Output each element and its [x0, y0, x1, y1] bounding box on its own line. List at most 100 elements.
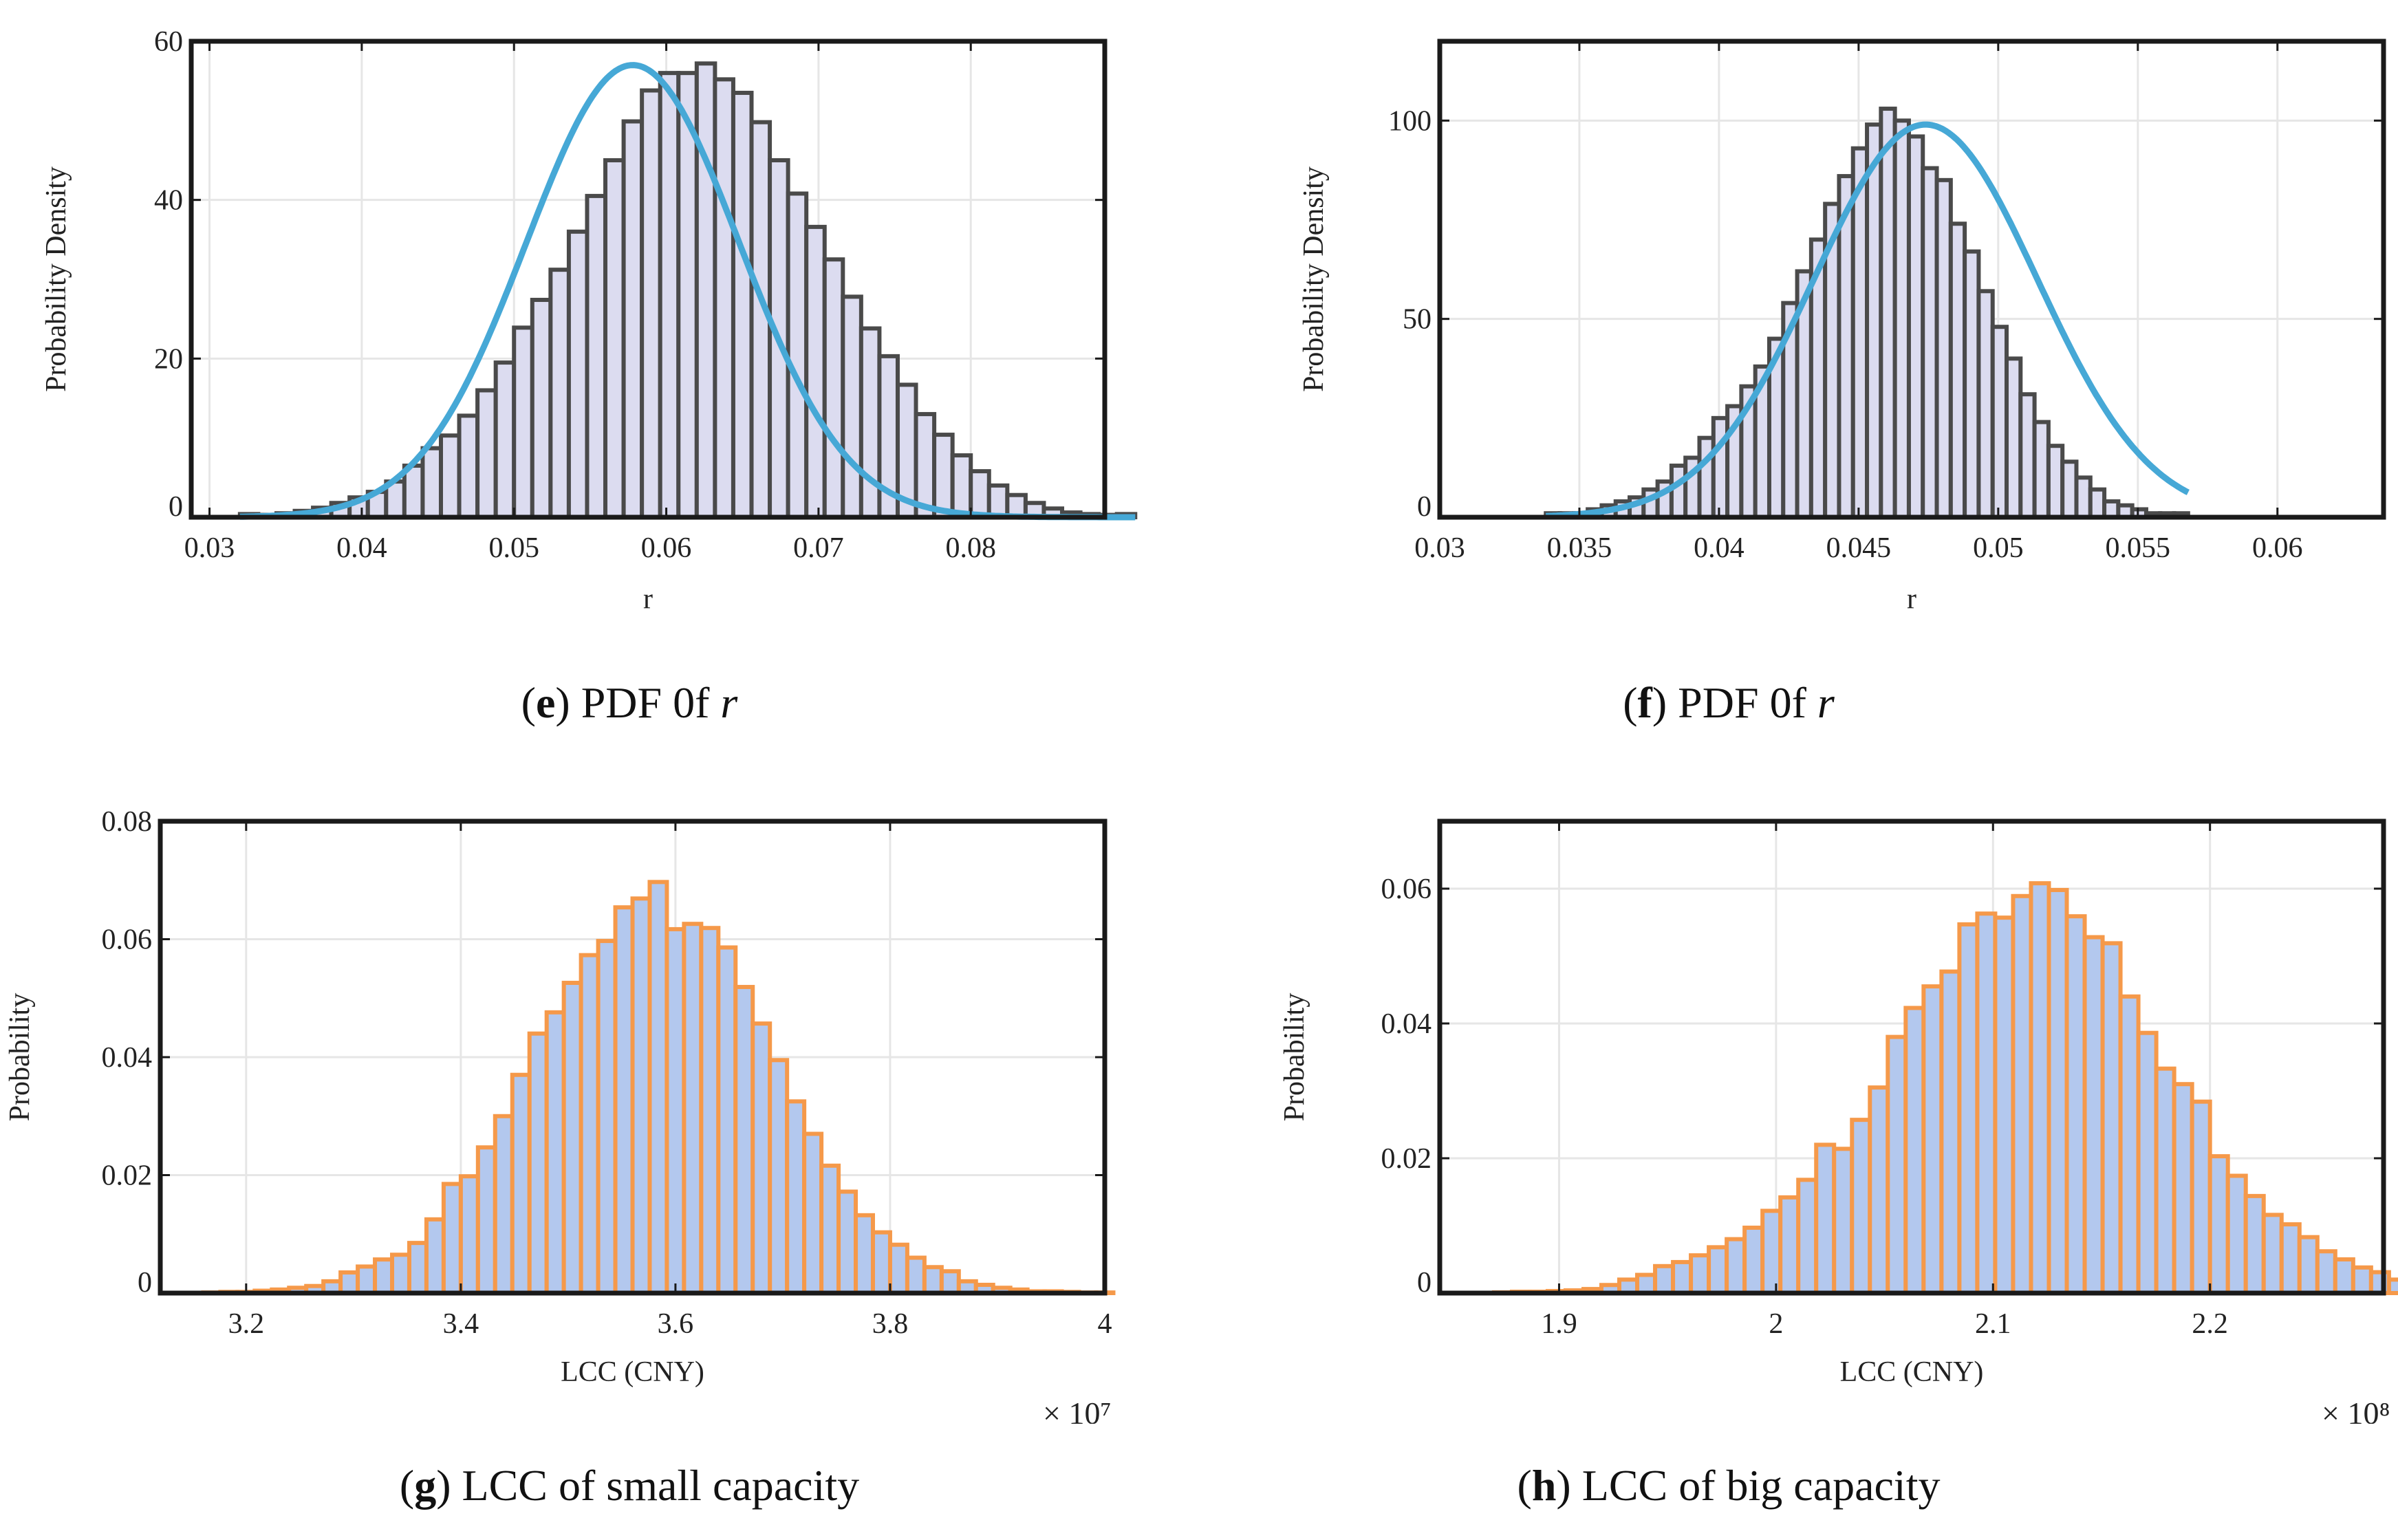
histogram-bar — [2279, 1222, 2302, 1295]
x-axis-multiplier: × 10⁸ — [2322, 1396, 2390, 1424]
histogram-bar — [585, 193, 608, 519]
x-tick-label: 0.05 — [1973, 532, 2024, 564]
x-axis-label: r — [1907, 583, 1916, 615]
caption-e: (e) PDF 0f r — [521, 678, 738, 727]
histogram-bar — [2018, 392, 2037, 519]
histogram-bar — [2351, 1265, 2373, 1296]
histogram-bar — [682, 922, 704, 1295]
caption-f: (f) PDF 0f r — [1623, 678, 1835, 727]
histogram-bar — [1653, 1264, 1676, 1295]
panel-e: 0.03 0.04 0.05 0.06 0.07 0.08 0 20 40 60 r Probabil… — [0, 0, 1199, 743]
tick-marks — [191, 40, 1105, 519]
tick-marks — [1438, 41, 2384, 519]
histogram-bar — [630, 896, 652, 1295]
histogram-bar — [561, 980, 583, 1295]
histogram-bar — [621, 119, 645, 519]
axes-box — [188, 39, 1108, 520]
histogram-bar — [544, 1010, 566, 1295]
y-tick-label: 20 — [154, 343, 183, 375]
histogram-bar — [2315, 1249, 2337, 1295]
histogram-bar — [932, 433, 955, 520]
histogram-bar — [596, 939, 618, 1295]
x-tick-label: 3.8 — [872, 1308, 909, 1340]
y-tick-label: 0.02 — [1381, 1143, 1432, 1175]
y-tick-label: 0 — [1417, 1267, 1432, 1299]
x-tick-label: 4 — [1098, 1308, 1112, 1340]
y-axis-label: Probability — [1279, 993, 1310, 1122]
histogram-bar — [922, 1265, 944, 1296]
histogram-bar — [2005, 356, 2023, 519]
histogram-bar — [475, 388, 498, 520]
fit-curve — [1544, 121, 2190, 519]
histogram-bar — [819, 1163, 841, 1296]
histogram-bar — [2136, 1030, 2159, 1295]
histogram-bar — [475, 1145, 497, 1296]
histogram-bar — [603, 158, 626, 519]
histogram-bar — [1778, 1195, 1801, 1296]
histogram-bar — [1742, 1225, 1765, 1295]
histogram-bar — [713, 77, 735, 520]
histogram-bar — [2154, 1066, 2176, 1295]
histogram-bar — [1671, 1259, 1694, 1295]
histogram-bar — [512, 325, 534, 519]
x-tick-label: 0.04 — [1694, 532, 1745, 564]
histogram-bar — [750, 1021, 773, 1295]
histogram-bar — [510, 1072, 532, 1295]
x-tick-label: 1.9 — [1541, 1308, 1577, 1340]
histogram-bar — [2261, 1213, 2284, 1296]
histogram-bar — [338, 1270, 360, 1295]
histogram-bar — [2243, 1193, 2266, 1295]
x-tick-label: 0.055 — [2106, 532, 2171, 564]
histogram-bar — [493, 360, 517, 519]
histogram-bar — [1948, 221, 1967, 519]
panel-h: 1.9 2 2.1 2.2 0 0.02 0.04 0.06 LCC (CNY) Probabil… — [1199, 770, 2398, 1540]
histogram-bar — [804, 224, 827, 519]
histogram-bar — [613, 905, 635, 1295]
histogram-bar — [1832, 1147, 1855, 1296]
histogram-bar — [914, 412, 937, 519]
histogram-bar — [1963, 249, 1981, 519]
histogram-bar — [1814, 1142, 1837, 1296]
histogram-bar — [1635, 1272, 1658, 1295]
histogram-bar — [1868, 1085, 1890, 1295]
histogram-bar — [1993, 915, 2016, 1295]
histogram-bar — [887, 1242, 909, 1295]
histogram-bar — [2074, 475, 2093, 519]
x-tick-label: 0.05 — [488, 532, 539, 564]
histogram-bar — [2100, 941, 2123, 1295]
y-tick-label: 0.04 — [1381, 1008, 1432, 1040]
x-tick-label: 0.035 — [1547, 532, 1612, 564]
histogram-bar — [566, 229, 590, 519]
histogram-bar — [786, 191, 809, 519]
histogram-bar — [424, 1217, 446, 1295]
histogram-bar — [548, 268, 571, 519]
histogram-bar — [969, 469, 991, 520]
histogram-bar — [640, 88, 662, 520]
histogram-bar — [1879, 107, 1897, 520]
histogram-bar — [939, 1269, 961, 1296]
histogram-bar — [1934, 177, 1953, 519]
histogram-bar — [2046, 444, 2065, 520]
x-axis-label: LCC (CNY) — [561, 1356, 704, 1388]
histogram-bar — [530, 297, 553, 519]
y-axis-label: Probability Density — [41, 166, 72, 392]
histogram-bar — [1906, 134, 1925, 519]
histogram-bar — [2118, 994, 2141, 1295]
histogram-bar — [1903, 1006, 1926, 1295]
chart-e: 0.03 0.04 0.05 0.06 0.07 0.08 0 20 40 60 r Probabil… — [41, 26, 1138, 615]
histogram-bar — [2225, 1173, 2248, 1295]
x-tick-label: 2 — [1769, 1308, 1783, 1340]
histogram-bar — [1921, 984, 1944, 1295]
histogram-bar — [2297, 1235, 2320, 1295]
histogram-bar — [373, 1257, 395, 1295]
histogram-bar — [1865, 122, 1883, 520]
caption-h: (h) LCC of big capacity — [1517, 1461, 1941, 1510]
histogram-bar — [1697, 435, 1716, 520]
histogram-bar — [2046, 887, 2069, 1295]
histogram-bar — [420, 446, 443, 519]
histogram-bar — [2172, 1082, 2194, 1295]
x-tick-label: 0.04 — [336, 532, 387, 564]
histogram-bar — [802, 1131, 824, 1295]
histogram-bar — [905, 1255, 927, 1295]
